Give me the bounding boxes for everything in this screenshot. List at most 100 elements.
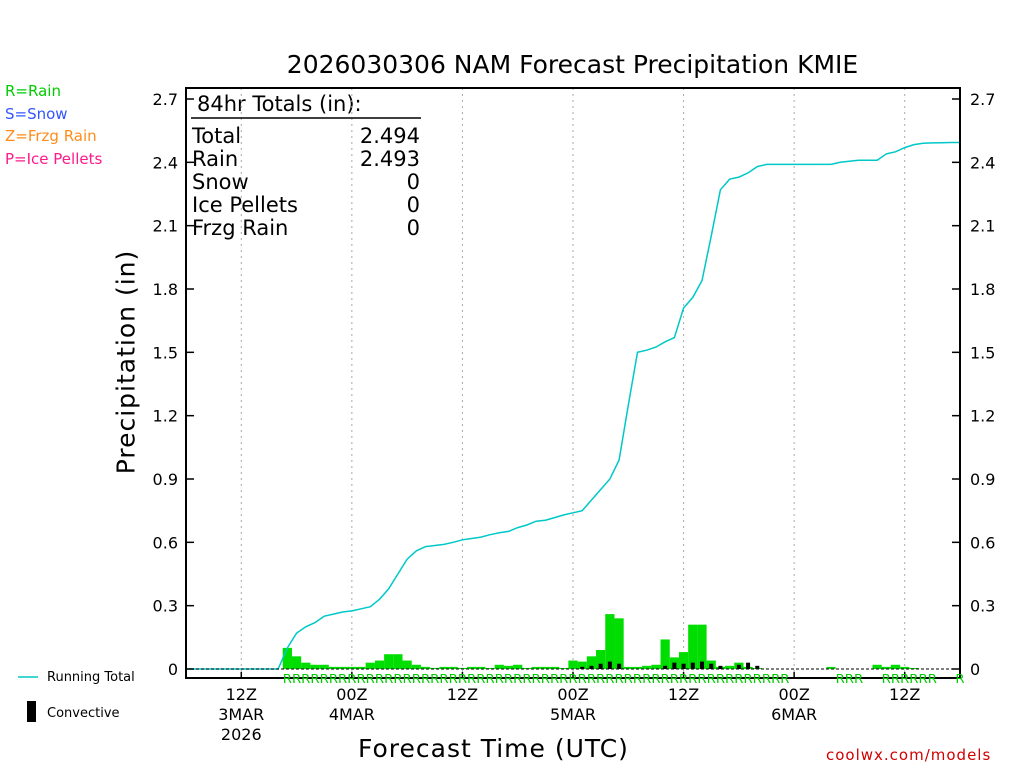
precip-bar [503, 665, 514, 669]
precip-bar [328, 666, 339, 669]
precip-bar [568, 660, 578, 669]
y-tick-label-right: 1.5 [970, 343, 995, 362]
precip-bar [549, 666, 560, 669]
convective-bar [700, 661, 704, 669]
precip-bar [291, 656, 302, 669]
precip-bar [881, 666, 891, 669]
precip-bar [513, 664, 523, 669]
x-tick-label: 00Z [336, 685, 367, 704]
totals-label: Ice Pellets [192, 193, 298, 217]
totals-value: 0 [406, 170, 420, 194]
precip-bar [697, 624, 707, 669]
legend-snow: S=Snow [5, 105, 68, 123]
precip-bar [347, 666, 357, 669]
precip-bar [365, 662, 375, 669]
precip-bar [430, 667, 440, 669]
y-tick-label-left: 1.2 [153, 407, 178, 426]
x-tick-date: 6MAR [771, 705, 817, 724]
precip-bar [338, 666, 348, 669]
y-tick-label-right: 0 [970, 660, 980, 679]
y-tick-label-right: 2.4 [970, 153, 995, 172]
x-tick-label: 12Z [447, 685, 478, 704]
legend-rain: R=Rain [5, 82, 61, 100]
precip-bar [900, 666, 910, 669]
precip-bar [826, 666, 836, 669]
totals-heading: 84hr Totals (in): [197, 92, 362, 116]
precip-bar [522, 667, 532, 669]
precip-bar [577, 661, 587, 669]
precip-bar [476, 666, 486, 669]
grid-layer [240, 88, 906, 678]
x-tick-label: 00Z [778, 685, 809, 704]
precip-bar [448, 666, 458, 669]
y-tick-label-right: 1.8 [970, 280, 995, 299]
totals-value: 0 [406, 216, 420, 240]
convective-bar [598, 663, 603, 669]
x-tick-year: 2026 [221, 725, 262, 744]
totals-value: 2.493 [359, 147, 420, 171]
y-tick-label-left: 0.3 [153, 597, 178, 616]
precip-bar [678, 652, 689, 669]
convective-bar [580, 666, 585, 669]
precip-bar [651, 664, 661, 669]
y-tick-label-left: 2.7 [153, 90, 178, 109]
running-total-line [186, 141, 960, 670]
totals-label: Snow [192, 170, 249, 194]
y-tick-label-left: 2.1 [153, 217, 178, 236]
convective-bar [589, 665, 594, 669]
legend-frzg-rain: Z=Frzg Rain [5, 127, 97, 145]
x-axis-label: Forecast Time (UTC) [358, 734, 629, 763]
totals-row-snow: Snow 0 [192, 170, 420, 194]
precip-bar [384, 654, 394, 669]
precip-bar [356, 666, 366, 669]
precip-bar [301, 662, 311, 669]
convective-bar [681, 663, 686, 669]
chart-title: 2026030306 NAM Forecast Precipitation KM… [286, 50, 859, 79]
precip-bar [623, 666, 633, 669]
precip-bar [531, 666, 541, 669]
y-tick-label-left: 0.9 [153, 470, 178, 489]
y-tick-label-left: 1.5 [153, 343, 178, 362]
running-total-legend-label: Running Total [47, 670, 135, 685]
precip-bar [614, 618, 624, 669]
precip-type-markers: RRRRRR [882, 672, 937, 686]
precip-bar [688, 624, 698, 669]
y-tick-label-left: 0 [168, 660, 178, 679]
precip-bar [872, 664, 882, 669]
line-layer [186, 141, 960, 670]
precip-bar [605, 614, 615, 669]
precip-bar [494, 664, 504, 669]
totals-value: 2.494 [359, 124, 420, 148]
precip-bar [586, 656, 597, 669]
x-tick-date: 3MAR [218, 705, 264, 724]
precip-bar [374, 660, 385, 669]
bar-layer [282, 614, 919, 669]
convective-bar [755, 665, 760, 669]
totals-row-ice-pellets: Ice Pellets 0 [192, 193, 420, 217]
convective-legend-swatch [27, 701, 36, 722]
x-tick-label: 12Z [668, 685, 699, 704]
precip-bar [402, 660, 412, 669]
y-tick-label-left: 1.8 [153, 280, 178, 299]
y-tick-label-right: 2.7 [970, 90, 995, 109]
precip-bar [642, 665, 652, 669]
precip-bar [909, 667, 919, 669]
precip-type-markers: RRR [836, 672, 864, 686]
totals-label: Total [192, 124, 242, 148]
y-tick-label-right: 2.1 [970, 217, 995, 236]
marker-layer: RRRRRRRRRRRRRRRRRRRRRRRRRRRRRRRRRRRRRRRR… [283, 672, 965, 686]
totals-row-frzg-rain: Frzg Rain 0 [192, 216, 420, 240]
precip-bar [310, 664, 320, 669]
totals-row-total: Total 2.494 [192, 124, 420, 148]
y-tick-label-right: 0.3 [970, 597, 995, 616]
credit-text: coolwx.com/models [826, 746, 992, 764]
convective-legend-label: Convective [47, 706, 120, 721]
precip-bar [467, 666, 477, 669]
convective-bar [746, 662, 751, 669]
precip-bar [725, 665, 735, 669]
totals-value: 0 [406, 193, 420, 217]
y-tick-label-right: 0.9 [970, 470, 995, 489]
totals-label: Rain [192, 147, 239, 171]
precip-bar [420, 666, 431, 669]
precip-bar [559, 667, 569, 669]
